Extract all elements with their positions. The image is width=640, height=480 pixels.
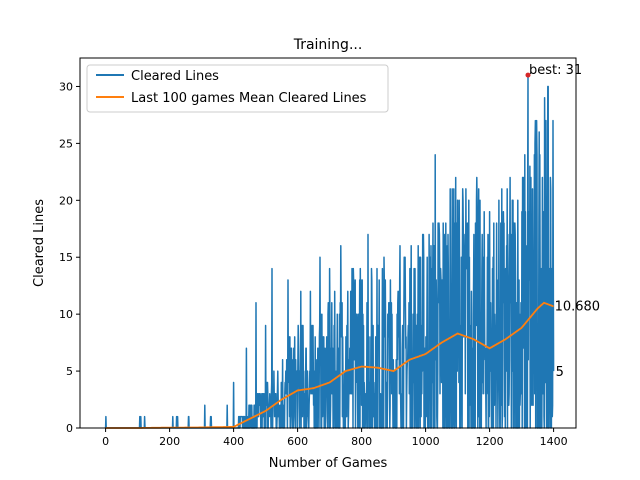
x-tick-label: 600 bbox=[287, 435, 308, 448]
y-tick-label: 15 bbox=[59, 251, 73, 264]
legend-label-cleared-lines: Cleared Lines bbox=[131, 69, 219, 84]
y-tick-label: 25 bbox=[59, 137, 73, 150]
end-label-mean-cleared-lines: 10.680 bbox=[555, 299, 601, 314]
y-tick-label: 30 bbox=[59, 80, 73, 93]
x-tick-label: 800 bbox=[351, 435, 372, 448]
x-tick-label: 0 bbox=[102, 435, 109, 448]
x-tick-label: 400 bbox=[223, 435, 244, 448]
legend-box bbox=[86, 64, 389, 113]
legend-label-mean-cleared-lines: Last 100 games Mean Cleared Lines bbox=[131, 91, 367, 106]
x-tick-label: 1400 bbox=[540, 435, 568, 448]
x-axis-ticks: 0 200 400 600 800 1000 1200 1400 bbox=[102, 428, 568, 448]
y-tick-label: 10 bbox=[59, 308, 73, 321]
x-axis-label: Number of Games bbox=[269, 456, 388, 471]
best-marker bbox=[525, 72, 531, 78]
annotation-layer: 5 10.680 best: 31 bbox=[525, 63, 601, 380]
end-label-cleared-lines: 5 bbox=[556, 365, 564, 380]
x-tick-label: 200 bbox=[159, 435, 180, 448]
x-tick-label: 1000 bbox=[412, 435, 440, 448]
chart-title: Training... bbox=[293, 37, 363, 53]
legend: Cleared Lines Last 100 games Mean Cleare… bbox=[86, 64, 389, 113]
y-axis-label: Cleared Lines bbox=[32, 199, 47, 287]
y-tick-label: 20 bbox=[59, 194, 73, 207]
y-tick-label: 5 bbox=[66, 365, 73, 378]
y-tick-label: 0 bbox=[66, 422, 73, 435]
best-annotation: best: 31 bbox=[529, 63, 582, 78]
y-axis-ticks: 0 5 10 15 20 25 30 bbox=[59, 80, 80, 435]
plot-frame bbox=[79, 57, 577, 429]
x-tick-label: 1200 bbox=[476, 435, 504, 448]
